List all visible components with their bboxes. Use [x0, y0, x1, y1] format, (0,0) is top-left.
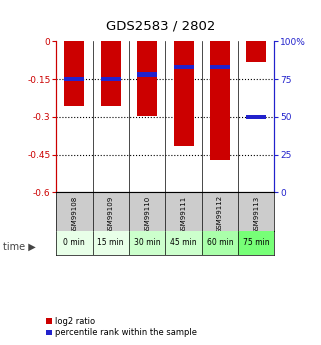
Bar [202, 230, 238, 255]
Text: 15 min: 15 min [98, 238, 124, 247]
Text: GSM99111: GSM99111 [180, 195, 187, 234]
Bar [101, 41, 121, 106]
Text: 45 min: 45 min [170, 238, 197, 247]
Text: 60 min: 60 min [207, 238, 233, 247]
Text: 30 min: 30 min [134, 238, 160, 247]
Text: GSM99112: GSM99112 [217, 195, 223, 234]
Bar [246, 115, 266, 119]
Text: GSM99110: GSM99110 [144, 195, 150, 234]
Bar [246, 41, 266, 61]
Text: GSM99108: GSM99108 [71, 195, 77, 234]
Bar [137, 72, 157, 77]
Bar [137, 41, 157, 116]
Legend: log2 ratio, percentile rank within the sample: log2 ratio, percentile rank within the s… [46, 317, 197, 337]
Bar [64, 77, 84, 81]
Bar [56, 230, 92, 255]
Bar [92, 230, 129, 255]
Bar [129, 230, 165, 255]
Bar [210, 65, 230, 69]
Text: GSM99113: GSM99113 [253, 195, 259, 234]
Bar [165, 230, 202, 255]
Text: 75 min: 75 min [243, 238, 270, 247]
Text: 0 min: 0 min [64, 238, 85, 247]
Bar [173, 65, 194, 69]
Text: GDS2583 / 2802: GDS2583 / 2802 [106, 20, 215, 33]
Bar [64, 41, 84, 106]
Text: GSM99109: GSM99109 [108, 195, 114, 234]
Bar [173, 41, 194, 146]
Bar [210, 41, 230, 159]
Bar [101, 77, 121, 81]
Text: time ▶: time ▶ [3, 242, 36, 252]
Bar [238, 230, 274, 255]
